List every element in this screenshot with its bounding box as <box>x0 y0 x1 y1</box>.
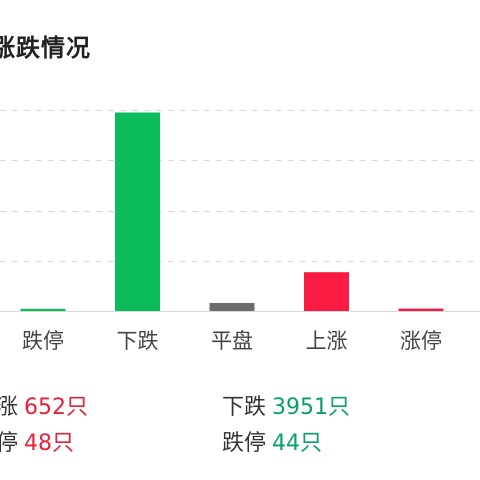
bars <box>20 112 444 311</box>
stat-unit: 只 <box>300 431 323 456</box>
bar-4 <box>398 308 444 311</box>
stat-unit: 只 <box>52 431 75 456</box>
x-tick-label: 平盘 <box>211 329 253 353</box>
stat-label: 跌停 <box>222 431 267 456</box>
stat-unit: 只 <box>328 395 351 420</box>
bar-3 <box>304 272 349 311</box>
stat-limit-up-count: 涨 652只 <box>0 389 88 421</box>
stat-value: 44 <box>272 431 301 456</box>
stat-down-count: 下跌 3951只 <box>222 389 350 421</box>
x-tick-labels: 跌停 下跌 平盘 上涨 涨停 <box>22 329 442 353</box>
bar-1 <box>115 112 160 311</box>
x-tick-label: 涨停 <box>400 329 442 353</box>
stat-label: 下跌 <box>222 395 267 420</box>
chart-title: 涨跌情况 <box>0 34 91 62</box>
stat-label: 涨 <box>0 395 19 420</box>
x-tick-label: 上涨 <box>306 329 348 353</box>
stat-halt-count: 停 48只 <box>0 425 74 457</box>
stat-label: 停 <box>0 431 19 456</box>
gridlines <box>0 110 480 312</box>
bar-0 <box>20 308 66 311</box>
stat-value: 652 <box>24 395 67 420</box>
stat-limit-down-count: 跌停 44只 <box>222 425 322 457</box>
x-tick-label: 下跌 <box>117 329 159 353</box>
bar-chart: 跌停 下跌 平盘 上涨 涨停 <box>0 110 480 353</box>
stat-value: 48 <box>24 431 53 456</box>
x-tick-label: 跌停 <box>22 329 64 353</box>
stat-value: 3951 <box>272 395 329 420</box>
bar-2 <box>209 303 255 311</box>
stat-unit: 只 <box>66 395 89 420</box>
